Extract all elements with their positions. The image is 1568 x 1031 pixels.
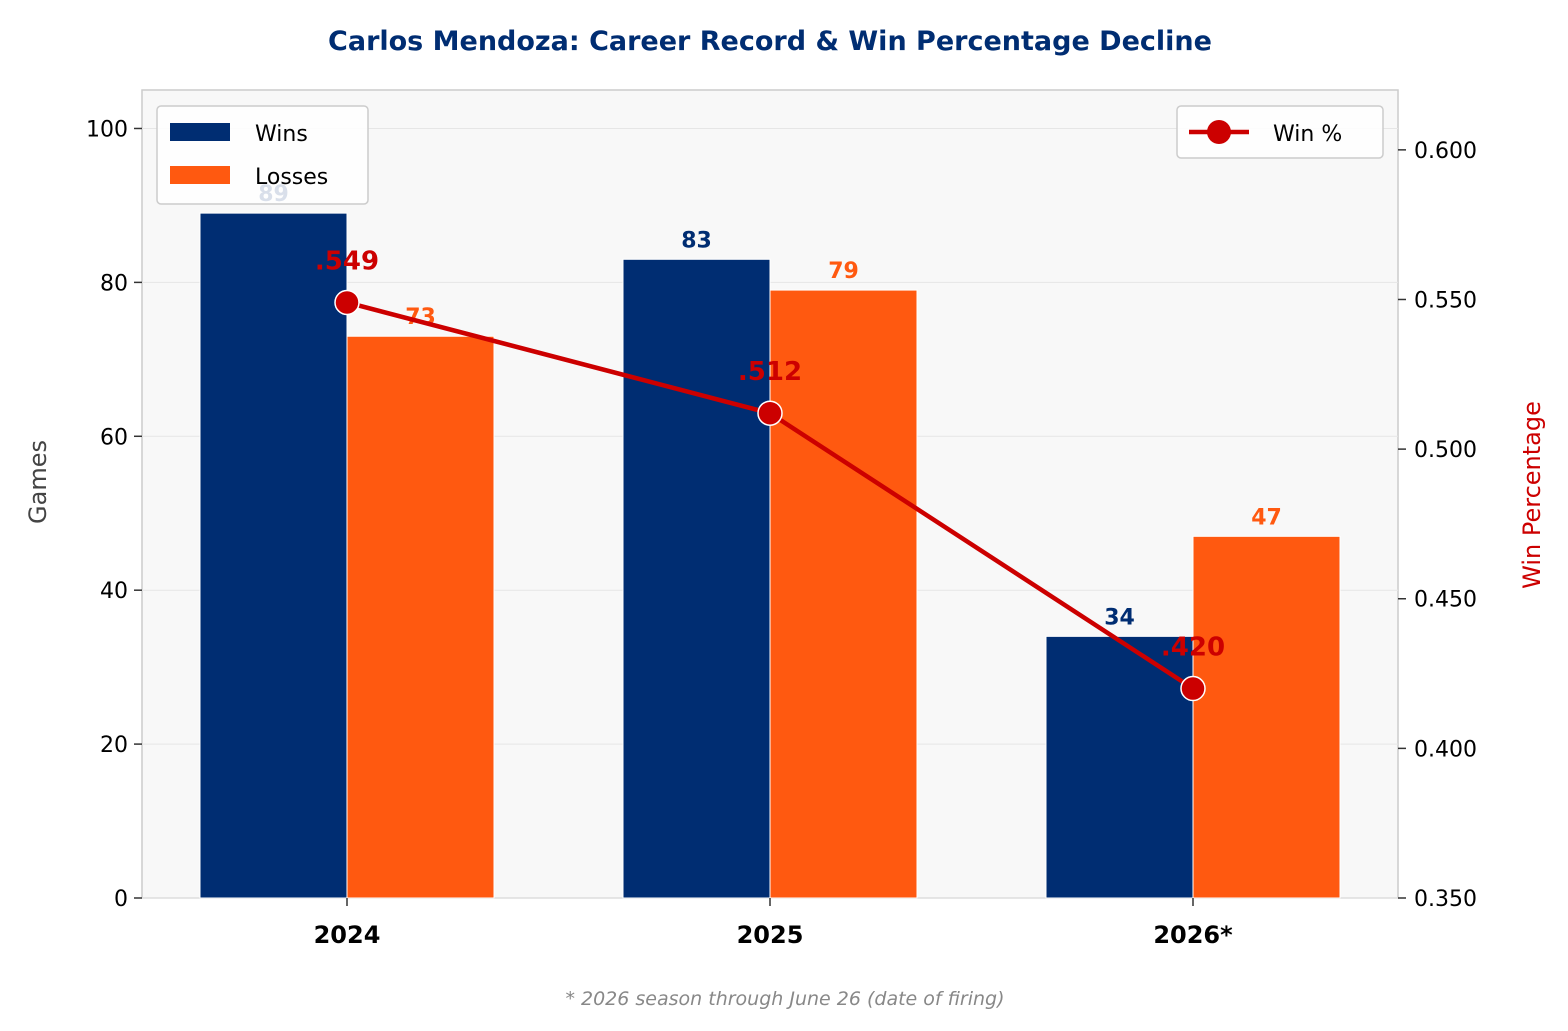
bar-losses (1192, 535, 1341, 899)
y-axis-right: 0.350 0.400 0.450 0.500 0.550 0.600 (1398, 139, 1477, 912)
legend-box-line (1176, 105, 1384, 159)
y2-tick-label: 0.500 (1414, 438, 1477, 463)
y2-tick-label: 0.550 (1414, 288, 1477, 313)
legend-label-losses: Losses (255, 165, 328, 190)
y-tick-label: 100 (86, 117, 128, 142)
y2-axis-label: Win Percentage (1518, 401, 1546, 589)
bar-wins (199, 212, 348, 899)
y2-tick-label: 0.450 (1414, 588, 1477, 613)
win-pct-line: .549 .512 .420 (315, 246, 1225, 702)
bar-losses (769, 289, 918, 899)
y-axis-label: Games (24, 440, 52, 524)
bars (199, 212, 1341, 899)
x-tick-label: 2024 (314, 921, 381, 949)
legend-label-wins: Wins (255, 122, 308, 147)
legend-swatch-wins (170, 123, 230, 141)
bar-value-label: 34 (1104, 605, 1135, 630)
win-pct-label: .420 (1161, 633, 1225, 663)
legend-swatch-losses (170, 166, 230, 184)
bar-value-label: 83 (681, 228, 712, 253)
legend-bars: Wins Losses (156, 105, 369, 205)
x-axis: 2024 2025 2026* (314, 898, 1233, 949)
y2-tick-label: 0.400 (1414, 737, 1477, 762)
chart-title: Carlos Mendoza: Career Record & Win Perc… (328, 26, 1212, 57)
win-pct-label: .512 (738, 357, 802, 387)
bar-value-label: 47 (1251, 505, 1282, 530)
footnote: * 2026 season through June 26 (date of f… (565, 988, 1004, 1010)
y-axis-left: 0 20 40 60 80 100 (86, 117, 142, 912)
bar-value-label: 79 (828, 259, 859, 284)
y-tick-label: 0 (114, 887, 128, 912)
bar-losses (346, 335, 495, 899)
win-pct-point (1180, 675, 1206, 702)
legend-label-win-pct: Win % (1273, 122, 1342, 147)
bar-wins (622, 258, 771, 899)
win-pct-point (334, 289, 360, 316)
y-tick-label: 80 (100, 271, 128, 296)
y-tick-label: 40 (100, 579, 128, 604)
win-pct-point (757, 400, 783, 426)
bar-wins (1045, 635, 1194, 899)
y-tick-label: 20 (100, 733, 128, 758)
x-tick-label: 2026* (1153, 921, 1233, 949)
win-pct-label: .549 (315, 246, 379, 276)
x-tick-label: 2025 (737, 921, 804, 949)
y-tick-label: 60 (100, 425, 128, 450)
y2-tick-label: 0.600 (1414, 139, 1477, 164)
legend-line: Win % (1176, 105, 1384, 159)
y2-tick-label: 0.350 (1414, 887, 1477, 912)
legend-line-marker (1207, 120, 1231, 144)
